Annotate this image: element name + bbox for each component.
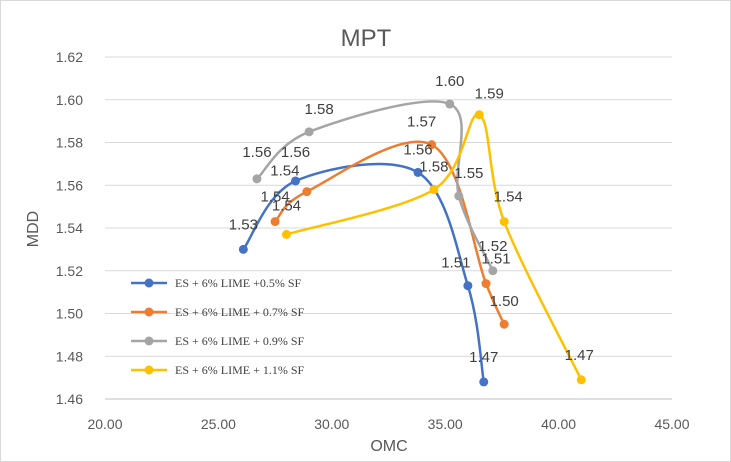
x-tick-label: 45.00	[654, 416, 689, 432]
data-point	[238, 244, 248, 254]
data-point	[302, 187, 312, 197]
legend-marker	[144, 336, 154, 346]
data-label: 1.54	[272, 197, 301, 214]
y-tick-label: 1.46	[56, 391, 83, 407]
data-point	[281, 229, 291, 239]
data-point	[499, 319, 509, 329]
data-label: 1.47	[565, 347, 594, 364]
data-point	[479, 377, 489, 387]
y-tick-label: 1.50	[56, 306, 83, 322]
data-label: 1.50	[490, 293, 519, 310]
data-point	[445, 99, 455, 109]
data-point	[454, 191, 464, 201]
data-labels-layer: 1.531.56 1.561.511.471.541.541.571.511.50…	[229, 73, 594, 366]
x-tick-label: 20.00	[87, 416, 122, 432]
data-label: 1.57	[407, 114, 436, 131]
y-tick-label: 1.60	[56, 92, 83, 108]
data-label: 1.51	[441, 255, 470, 272]
data-point	[463, 281, 473, 291]
series-line	[286, 113, 583, 381]
x-axis-ticks: 20.00 25.00 30.00 35.00 40.00 45.00	[87, 416, 689, 432]
y-tick-label: 1.62	[56, 49, 83, 65]
legend-marker	[144, 278, 154, 288]
data-label: 1.58	[305, 101, 334, 118]
data-point	[576, 375, 586, 385]
data-point	[304, 127, 314, 137]
legend-label: ES + 6% LIME + 1.1% SF	[175, 363, 305, 377]
data-point	[413, 167, 423, 177]
data-point	[474, 110, 484, 120]
x-tick-label: 35.00	[428, 416, 463, 432]
data-label: 1.60	[435, 73, 464, 90]
x-tick-label: 25.00	[201, 416, 236, 432]
y-tick-label: 1.52	[56, 263, 83, 279]
y-axis-ticks: 1.46 1.48 1.50 1.52 1.54 1.56 1.58 1.60 1.62	[56, 49, 83, 407]
legend: ES + 6% LIME +0.5% SF ES + 6% LIME + 0.7%…	[131, 276, 305, 377]
data-label: 1.59	[475, 86, 504, 103]
chart-title: MPT	[341, 25, 392, 52]
legend-label: ES + 6% LIME + 0.9% SF	[175, 334, 305, 348]
data-label: 1.52	[478, 238, 507, 255]
y-tick-label: 1.56	[56, 177, 83, 193]
series-layer	[238, 99, 586, 387]
x-tick-label: 30.00	[314, 416, 349, 432]
data-label: 1.56	[242, 144, 271, 161]
data-point	[291, 176, 301, 186]
legend-label: ES + 6% LIME +0.5% SF	[175, 276, 302, 290]
data-label: 1.54	[494, 189, 523, 206]
data-point	[252, 174, 262, 184]
y-tick-label: 1.48	[56, 348, 83, 364]
x-tick-label: 40.00	[541, 416, 576, 432]
x-axis-title: OMC	[370, 438, 407, 455]
data-point	[429, 185, 439, 195]
data-label: 1.55	[454, 165, 483, 182]
gridlines	[105, 56, 672, 357]
y-tick-label: 1.58	[56, 135, 83, 151]
data-point	[499, 217, 509, 227]
data-label: 1.58	[419, 159, 448, 176]
data-label: 1.47	[469, 349, 498, 366]
data-point	[481, 279, 491, 289]
legend-marker	[144, 365, 154, 375]
data-point	[488, 266, 498, 276]
legend-label: ES + 6% LIME + 0.7% SF	[175, 305, 305, 319]
y-axis-title: MDD	[25, 211, 42, 247]
data-label: 1.56	[281, 144, 310, 161]
data-label: 1.51	[481, 251, 510, 268]
y-tick-label: 1.54	[56, 220, 83, 236]
data-point	[427, 140, 437, 150]
data-label: 1.53	[229, 216, 258, 233]
data-label: 1.54	[260, 189, 289, 206]
data-label: 1.56	[403, 141, 432, 158]
legend-marker	[144, 307, 154, 317]
data-label: 1.54	[270, 163, 299, 180]
data-point	[270, 217, 280, 227]
